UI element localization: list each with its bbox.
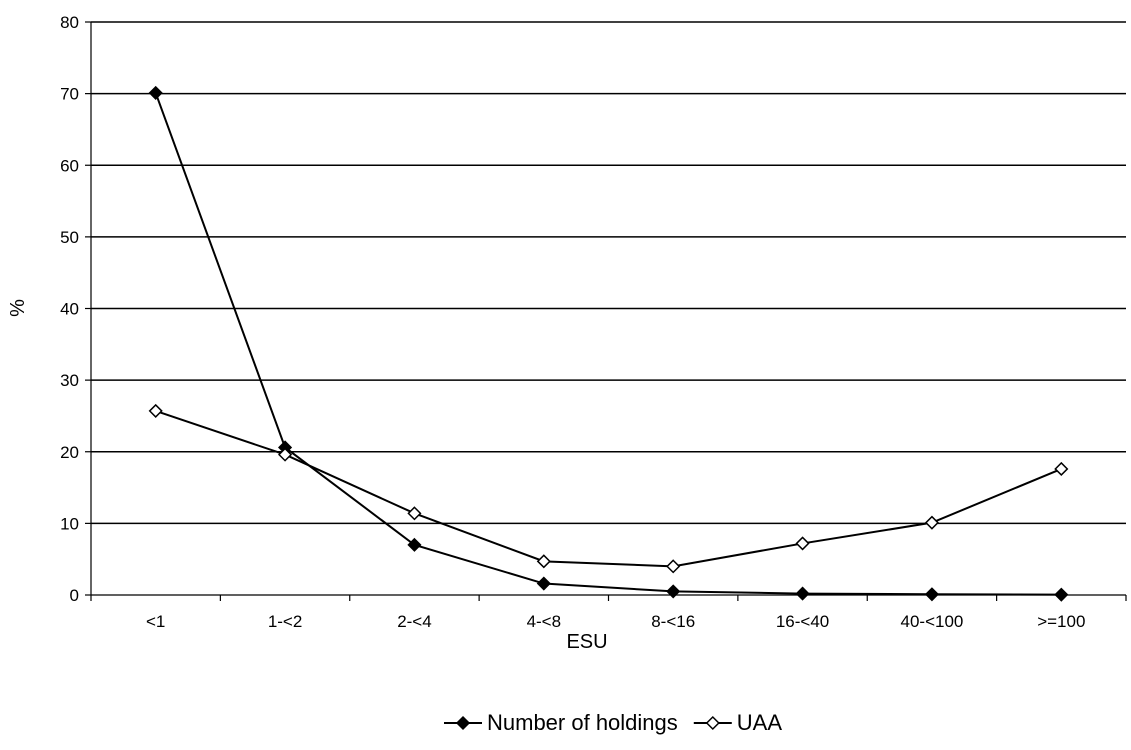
data-point: [278, 447, 293, 462]
data-point: [407, 537, 422, 552]
y-tick-label: 40: [60, 300, 79, 319]
y-tick-label: 50: [60, 228, 79, 247]
legend-item-2: UAA: [693, 710, 783, 735]
x-tick-label: <1: [146, 612, 165, 631]
data-point: [536, 576, 551, 591]
y-tick-label: 0: [70, 586, 79, 605]
data-point: [666, 584, 681, 599]
data-point: [795, 586, 810, 601]
data-point: [924, 515, 939, 530]
data-point: [924, 587, 939, 602]
y-tick-label: 20: [60, 443, 79, 462]
data-point: [795, 536, 810, 551]
y-tick-labels: 0 10 20 30 40 50 60 70 80: [60, 13, 91, 605]
x-tick-label: 1-<2: [268, 612, 303, 631]
x-tick-label: 4-<8: [527, 612, 562, 631]
x-tick-label: 8-<16: [651, 612, 695, 631]
data-point: [407, 506, 422, 521]
x-tick-label: 16-<40: [776, 612, 829, 631]
x-tick-label: 2-<4: [397, 612, 432, 631]
y-tick-label: 80: [60, 13, 79, 32]
y-axis-title: %: [7, 299, 29, 317]
legend-marker: [455, 715, 471, 731]
legend-label: Number of holdings: [487, 710, 678, 735]
x-tick-label: >=100: [1037, 612, 1085, 631]
y-tick-label: 70: [60, 85, 79, 104]
data-point: [148, 85, 163, 100]
legend-marker: [705, 715, 720, 731]
series-2: [148, 403, 1069, 574]
y-tick-label: 30: [60, 371, 79, 390]
series: [148, 85, 1069, 602]
y-tick-label: 10: [60, 514, 79, 533]
data-point: [1054, 461, 1069, 477]
x-axis-title: ESU: [566, 631, 607, 653]
series-line: [155, 409, 1062, 568]
data-point: [1054, 587, 1069, 602]
y-tick-label: 60: [60, 156, 79, 175]
legend-item-1: Number of holdings: [444, 710, 678, 735]
x-tick-labels: <1 1-<2 2-<4 4-<8 8-<16 16-<40 40-<100 >=100: [90, 595, 1127, 631]
data-point: [536, 554, 551, 569]
data-point: [148, 403, 163, 418]
x-tick-label: 40-<100: [901, 612, 964, 631]
data-point: [666, 559, 681, 574]
series-line: [154, 92, 1062, 596]
legend: Number of holdings UAA: [444, 710, 782, 735]
legend-label: UAA: [737, 710, 783, 735]
gridlines: [91, 21, 1126, 525]
